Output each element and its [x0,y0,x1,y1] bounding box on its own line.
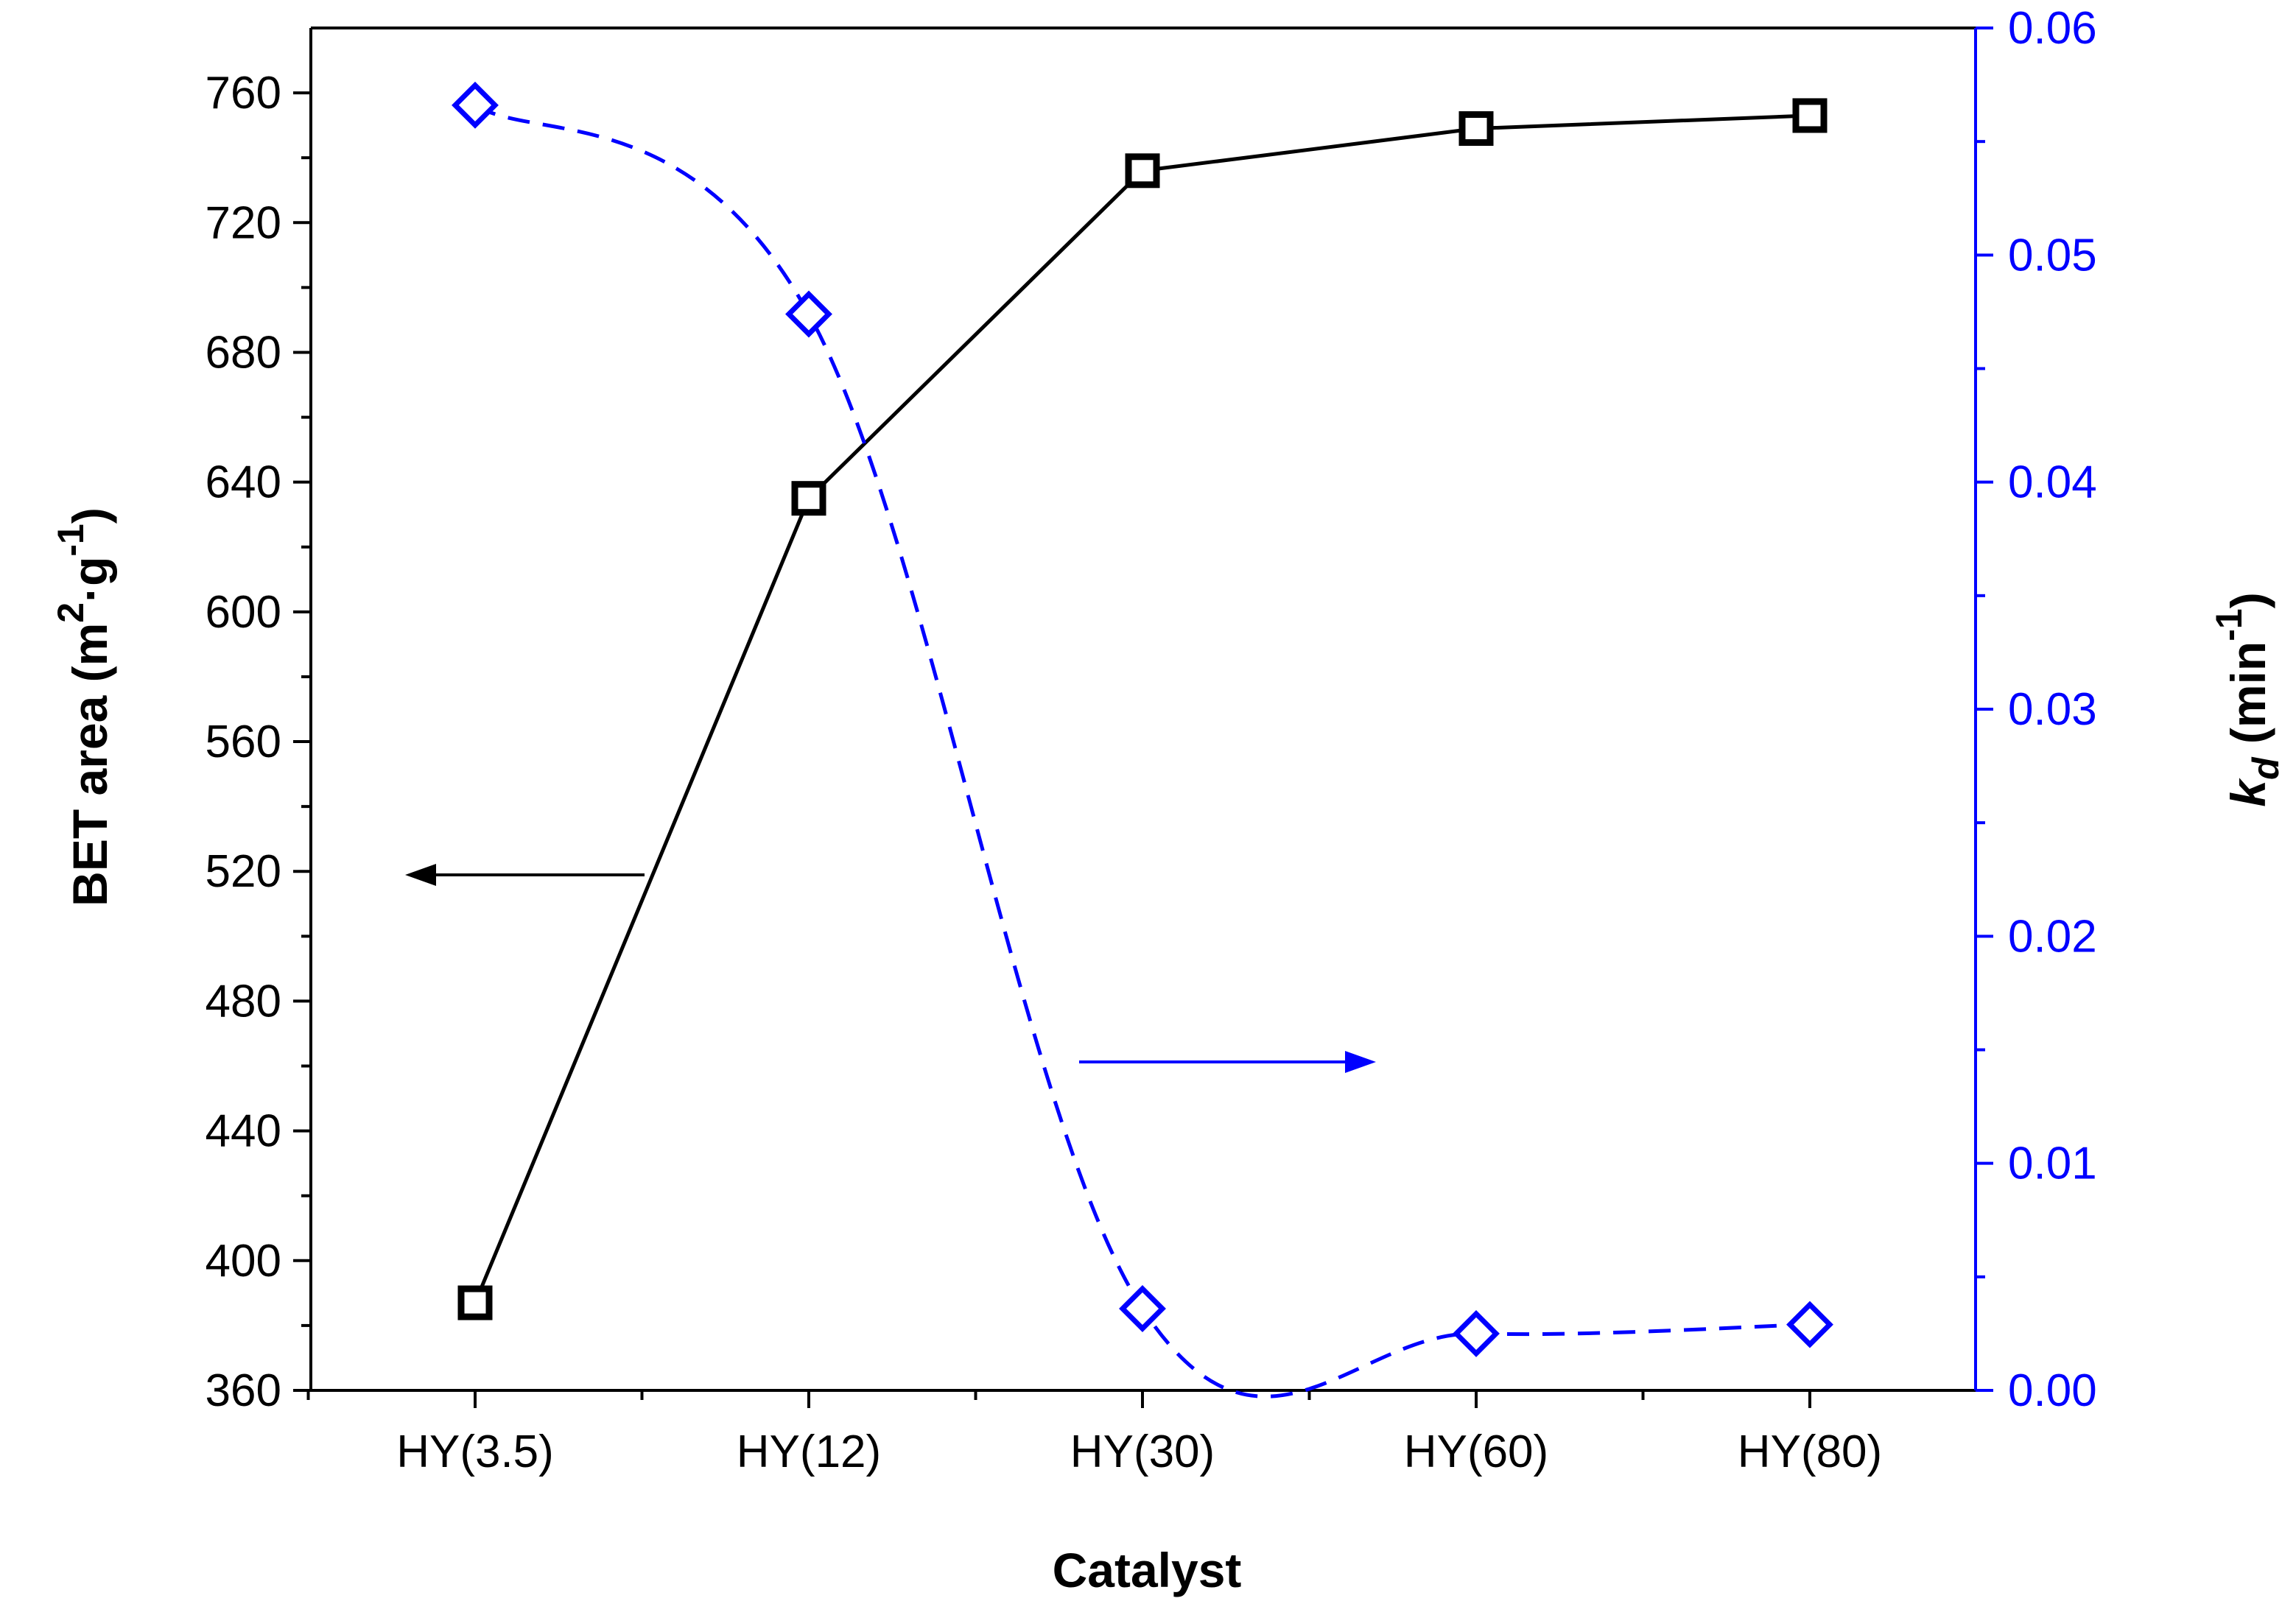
left-tick-label: 360 [206,1365,281,1416]
left-axis-title: BET area (m2·g-1) [50,507,117,907]
left-axis-title-sup1: 2 [50,602,91,623]
data-point-diamond [1119,1285,1166,1332]
data-point-square [1792,98,1828,133]
series-lines [473,103,1811,1398]
arrow-left-head [405,864,436,886]
left-tick-label: 640 [206,457,281,508]
left-axis-title-mid: ·g [63,557,117,602]
left-tick-label: 520 [206,846,281,897]
right-axis-title-sub: d [2245,756,2286,780]
data-point-square [1458,111,1494,147]
x-tick-label: HY(80) [1738,1426,1882,1477]
right-tick-label: 0.03 [2008,684,2097,735]
x-tick-label: HY(30) [1070,1426,1215,1477]
left-axis-title-main: BET area (m [63,623,117,907]
left-axis-title-sup2: -1 [50,524,91,556]
x-tick-label: HY(3.5) [396,1426,554,1477]
x-axis-title: Catalyst [1053,1543,1242,1597]
left-axis-title-end: ) [63,507,117,524]
right-axis-title-unit: (min [2221,641,2275,758]
left-tick-label: 760 [206,68,281,119]
right-axis-title-sup: -1 [2208,608,2250,641]
right-tick-label: 0.01 [2008,1139,2097,1189]
left-tick-label: 560 [206,717,281,767]
arrow-right-head [1345,1051,1376,1073]
x-tick-label: HY(12) [737,1426,881,1477]
data-point-diamond [1786,1301,1833,1348]
x-axis-ticks: HY(3.5) HY(12) HY(30) HY(60) HY(80) [306,1390,1882,1477]
right-axis-ticks: 0.00 0.01 0.02 0.03 0.04 0.05 0.06 [1976,3,2097,1416]
data-point-diamond [785,290,832,338]
data-point-square [1125,153,1160,189]
right-axis-title-k: k [2221,778,2275,807]
data-point-square [791,481,826,516]
left-tick-label: 480 [206,976,281,1027]
left-tick-label: 680 [206,327,281,378]
right-axis-title-end: ) [2221,592,2275,608]
right-tick-label: 0.05 [2008,230,2097,281]
series-line-bet-area [473,113,1811,1304]
x-tick-label: HY(60) [1404,1426,1548,1477]
annotations [405,864,1376,1073]
left-tick-label: 440 [206,1106,281,1157]
left-tick-label: 600 [206,587,281,638]
data-point-diamond [1453,1309,1500,1357]
series-markers [452,81,1833,1357]
left-axis-ticks: 360 400 440 480 520 560 600 640 680 720 760 [206,68,311,1416]
data-point-diamond [452,81,499,129]
right-axis-title: kd (min-1) [2208,592,2286,806]
series-line-kd [474,103,1811,1398]
left-tick-label: 400 [206,1236,281,1287]
right-tick-label: 0.06 [2008,3,2097,54]
left-tick-label: 720 [206,197,281,248]
axes-frame [309,27,1977,1392]
right-tick-label: 0.02 [2008,911,2097,962]
right-tick-label: 0.04 [2008,457,2097,508]
right-tick-label: 0.00 [2008,1365,2097,1416]
data-point-square [457,1285,493,1320]
